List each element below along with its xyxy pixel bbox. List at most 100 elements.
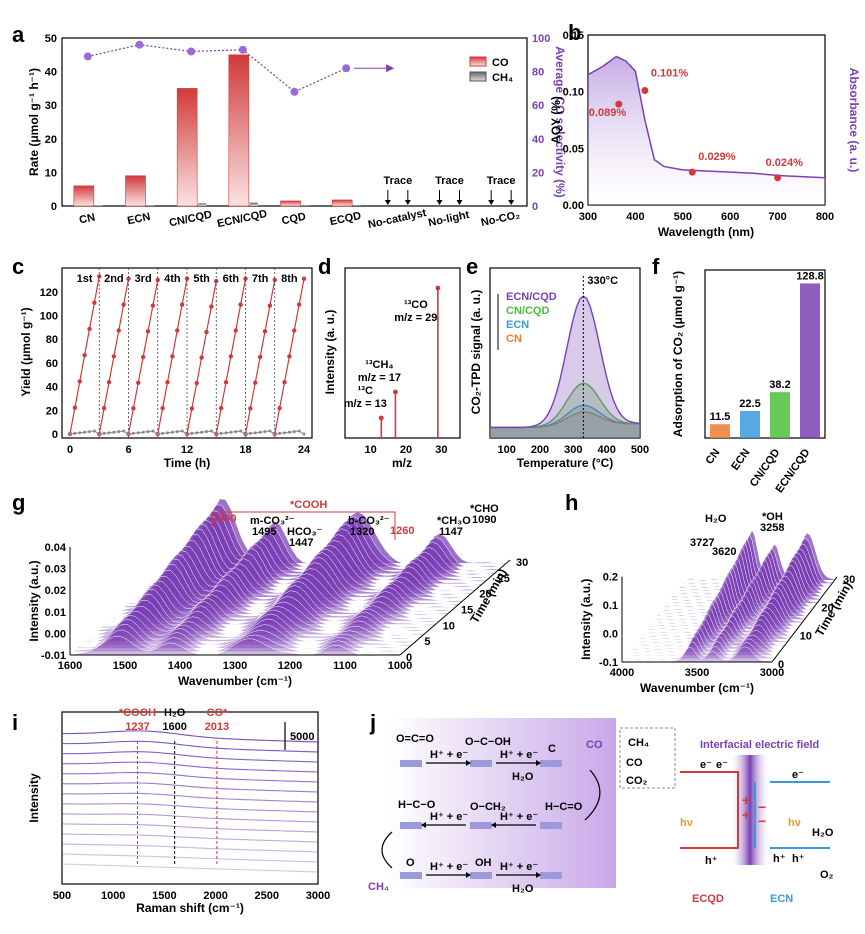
raman-spectrum	[61, 833, 319, 843]
x-tick-label: 2500	[255, 890, 279, 902]
ch4-yield-point	[219, 431, 223, 435]
legend-label: CN	[506, 333, 522, 345]
ch4-yield-point	[112, 430, 116, 434]
electron-label: e⁻	[700, 759, 712, 771]
x-tick-label: CQD	[281, 211, 307, 228]
z-tick-label: 0	[778, 659, 784, 671]
x-tick-label: 400	[597, 444, 615, 456]
z-axis	[771, 576, 838, 663]
panel-label-e: e	[466, 254, 478, 279]
x-tick-label: ECQD	[329, 210, 363, 228]
ch4-yield-point	[287, 430, 291, 434]
z-tick-label: 15	[461, 605, 473, 617]
ch4-yield-point	[229, 430, 233, 434]
co-yield-point	[101, 405, 107, 411]
annotation-h2o: H₂O	[705, 513, 727, 525]
molecule-och2: O−CH₂	[470, 801, 506, 813]
selectivity-arrowhead	[386, 64, 395, 73]
hole-label: h⁺	[773, 853, 786, 865]
surface-site	[400, 822, 422, 829]
y-tick-label: 0.01	[45, 607, 66, 619]
step-label: H⁺ + e⁻	[430, 749, 468, 761]
legend-label: CN/CQD	[506, 305, 549, 317]
z-tick-label: 25	[498, 573, 510, 585]
selectivity-point	[187, 47, 196, 56]
annotation-3727: 3727	[690, 537, 714, 549]
legend-swatch-ch4	[469, 71, 487, 82]
ch4-yield-point	[68, 432, 72, 436]
charge-minus: −	[758, 799, 766, 815]
surface-site	[470, 872, 492, 879]
x-tick-label: 1600	[58, 660, 82, 672]
step-label: H⁺ + e⁻	[430, 861, 468, 873]
x-tick-label: 3000	[760, 667, 784, 679]
peak-value: 1237	[125, 721, 149, 733]
co-yield-point	[121, 302, 126, 307]
charge-plus: +	[742, 792, 750, 808]
y-tick-label: -0.01	[41, 650, 66, 662]
co-bar	[125, 175, 146, 207]
y-axis-left: 0 10 20 30 40 50	[45, 33, 57, 213]
ch4-yield-point	[161, 431, 165, 435]
cycle-label: 6th	[223, 273, 240, 285]
y-tick-label: 80	[46, 334, 58, 346]
co-yield-point	[228, 354, 234, 359]
ch4-yield-point	[258, 430, 262, 434]
material-ecqd: ECQD	[692, 893, 724, 905]
z-tick-label: 30	[516, 557, 528, 569]
x-tick-label: 500	[53, 890, 71, 902]
panel-label-d: d	[318, 254, 331, 279]
waterfall-trace	[646, 598, 798, 631]
waterfall-trace	[624, 641, 775, 660]
co-yield-point	[223, 380, 229, 385]
co-yield-point	[243, 276, 248, 281]
waterfall-trace	[639, 613, 790, 641]
adsorption-bar	[770, 392, 790, 438]
step-label: H⁺ + e⁻	[430, 811, 468, 823]
annotation-label: b-CO₃²⁻	[348, 515, 390, 527]
y-tick-label: 0	[52, 429, 58, 441]
tpd-line	[489, 295, 641, 429]
panel-label-j: j	[369, 710, 376, 735]
y-tick-label: 0.04	[45, 542, 67, 554]
surface-site	[540, 872, 562, 879]
y-tick-label-right: 100	[532, 33, 550, 45]
ms-peak-mz: m/z = 29	[394, 312, 437, 324]
ch4-yield-point	[78, 431, 82, 435]
ch4-yield-point	[190, 431, 194, 435]
ch4-yield-point	[268, 429, 272, 433]
aqy-point	[641, 87, 649, 95]
trace-label: Trace	[487, 175, 516, 187]
ch4-bar	[146, 205, 155, 206]
surface-site	[540, 822, 562, 829]
electron-label: e⁻	[792, 769, 804, 781]
annotation-value: 1320	[350, 526, 374, 538]
y-tick-label-right: 80	[532, 67, 544, 79]
co-yield-point	[301, 276, 307, 281]
oh-waterfall: 4000 3500 3000 -0.1 0.0 0.1 0.2 0 10 20 30 Wavenumb…	[579, 511, 855, 695]
y-tick-label-right: 20	[532, 167, 544, 179]
ch4-yield-point	[127, 432, 130, 436]
panel-c: c 0 20 40 60 80 100 120 0 6 12 18 24 1st 2nd 3rd 4th 5th…	[12, 254, 313, 470]
ch4-yield-point	[117, 430, 121, 434]
cycle-label: 8th	[281, 273, 298, 285]
x-axis-label: Wavenumber (cm⁻¹)	[640, 681, 754, 695]
x-axis-label: Wavenumber (cm⁻¹)	[178, 674, 292, 688]
aqy-label: 0.089%	[589, 107, 627, 119]
molecule-ch4: CH₄	[368, 881, 389, 893]
ms-peak-mz: m/z = 13	[344, 398, 387, 410]
co-yield-point	[165, 380, 170, 385]
panel-g: g 1600 1500 1400 1300 1200 1100 1000 -0.01 0.00 0…	[12, 490, 528, 688]
z-axis-label: Time (min)	[467, 566, 509, 625]
annotation-value: 1495	[252, 526, 276, 538]
y-tick-label: 0.02	[45, 585, 66, 597]
selectivity-point	[135, 40, 144, 49]
water-release: H₂O	[512, 771, 534, 783]
panel-h: h 4000 3500 3000 -0.1 0.0 0.1 0.2 0 10 20 30 Wavenu…	[565, 490, 855, 695]
photon-label: hν	[680, 817, 693, 829]
ms-peak-mz: m/z = 17	[358, 372, 401, 384]
x-tick-label: 1500	[152, 890, 176, 902]
co-bar	[280, 200, 301, 207]
